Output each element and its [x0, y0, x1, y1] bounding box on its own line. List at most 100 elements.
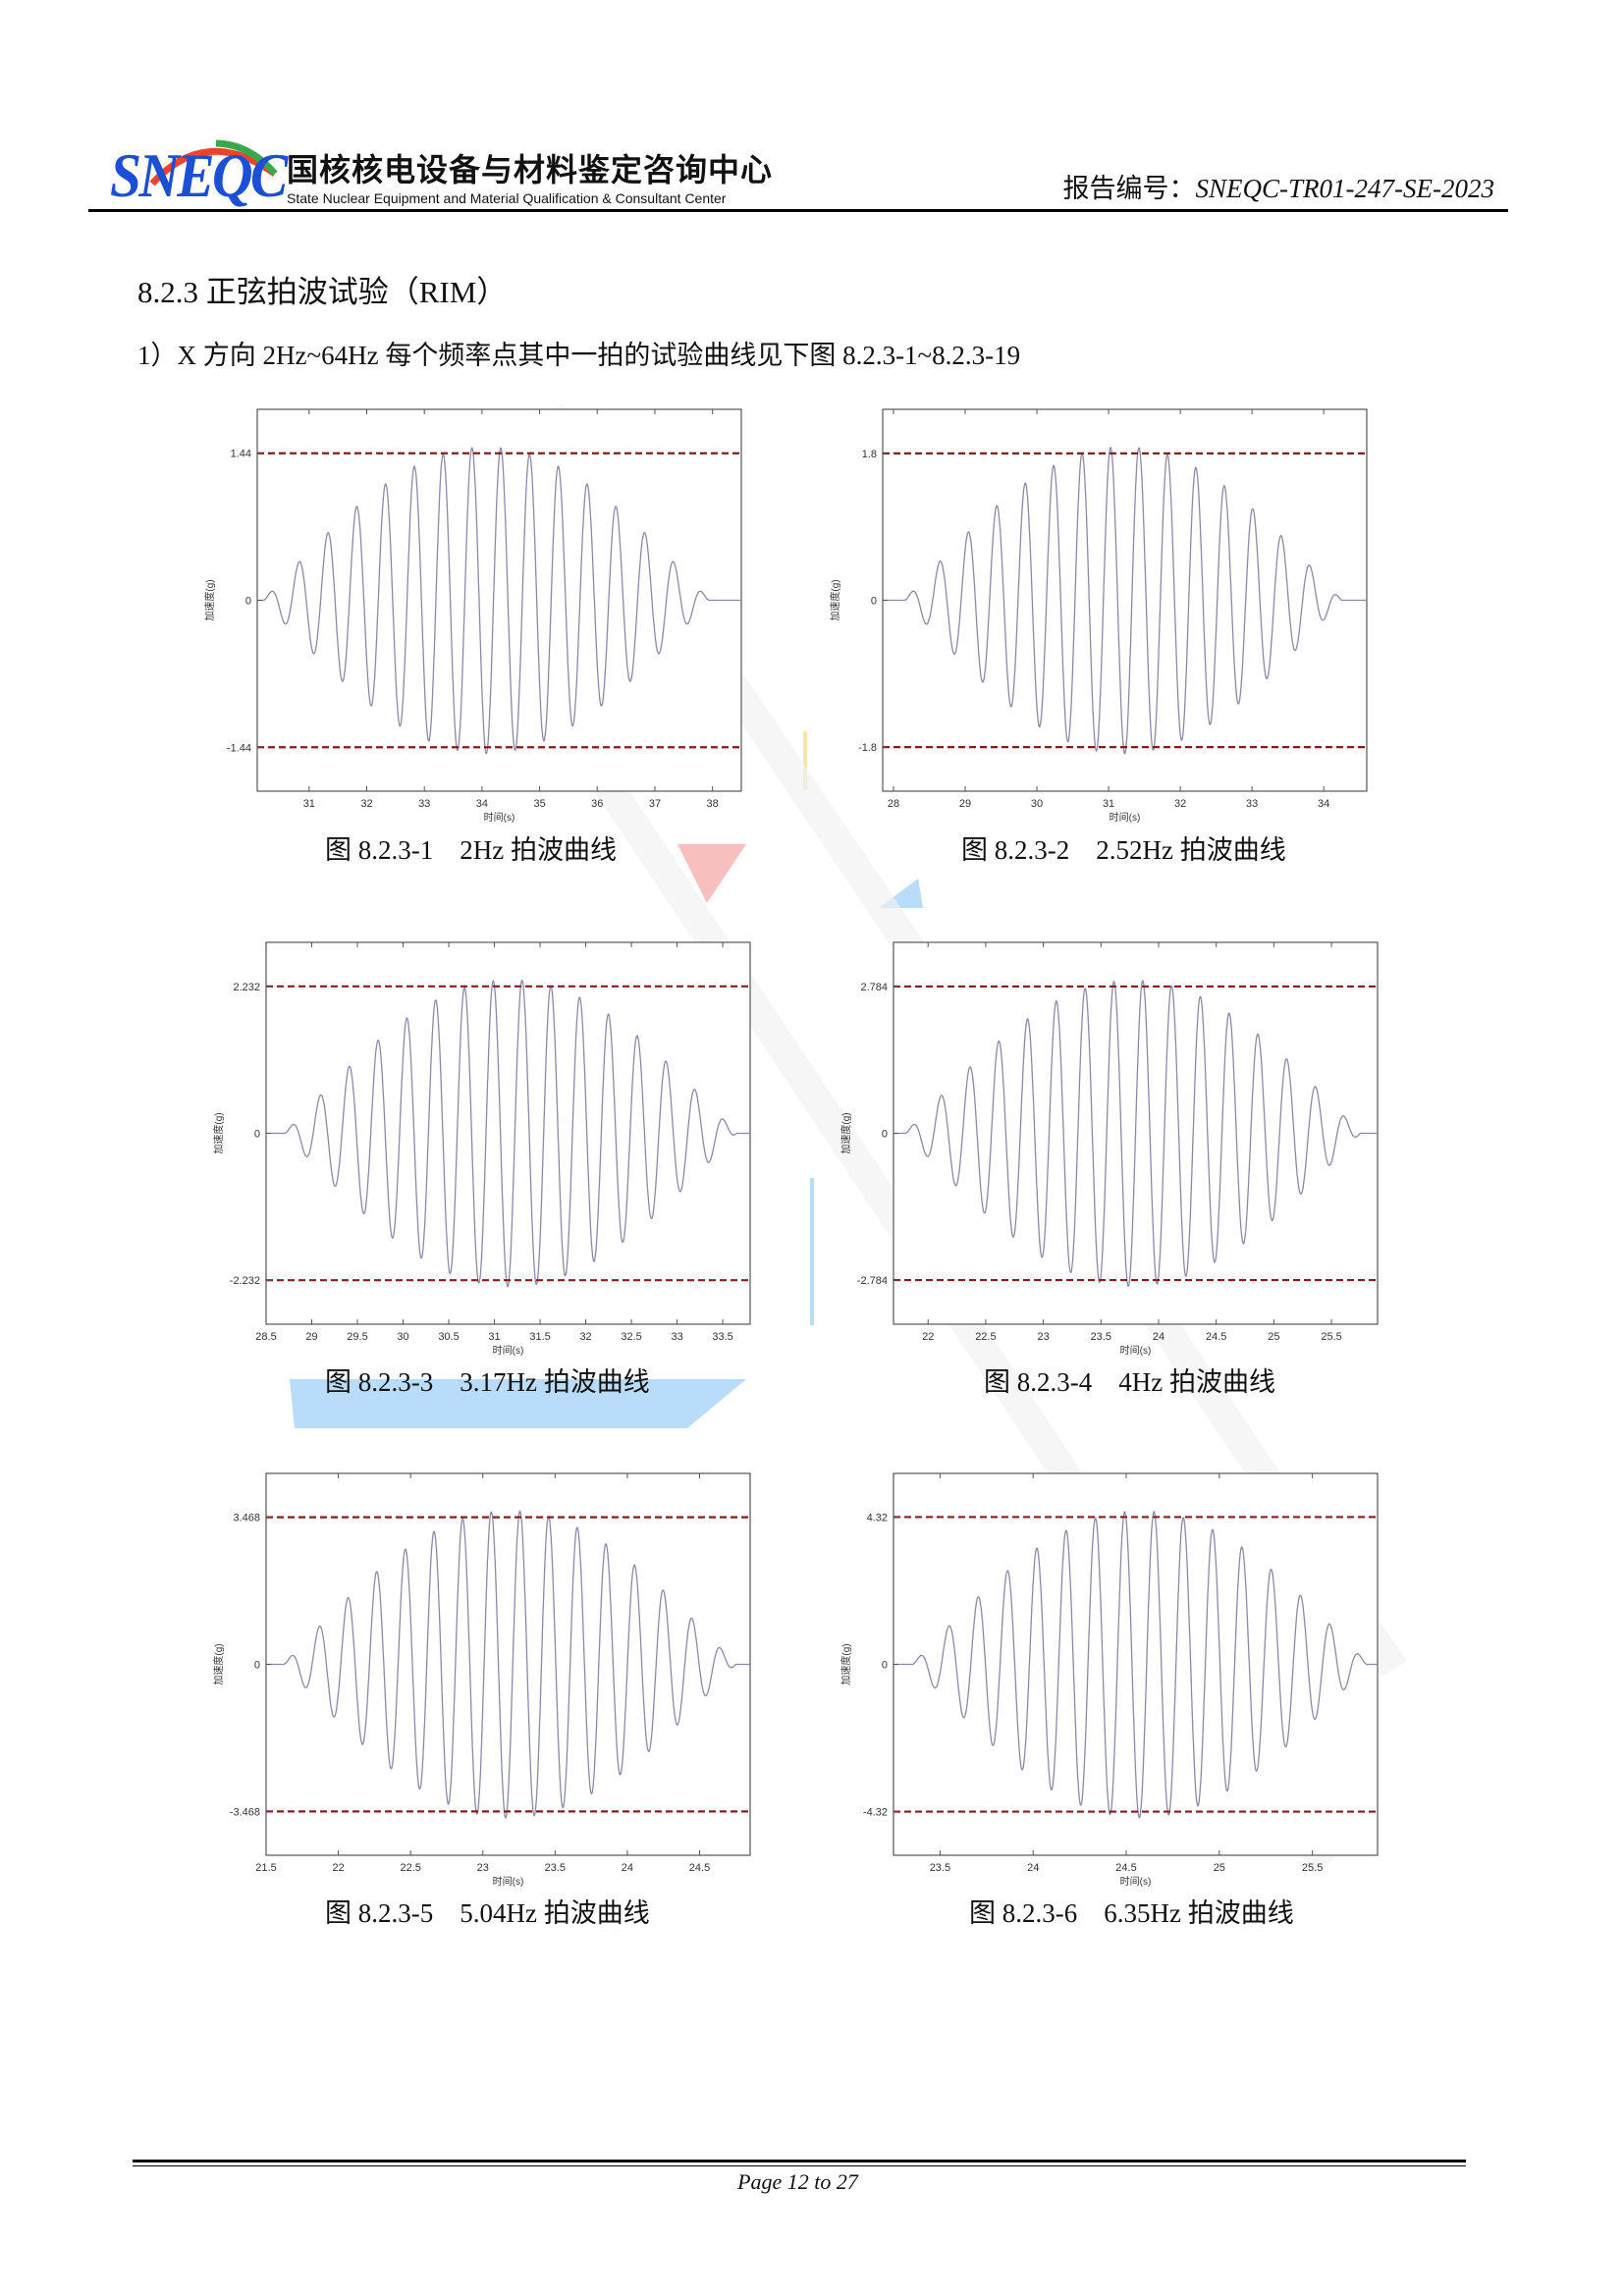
figure-caption: 图 8.2.3-3 3.17Hz 拍波曲线 — [325, 1367, 650, 1397]
chart-svg: 2.784 0 -2.784 22 22.5 23 23.5 24 24.5 25 25.5 时间(s… — [839, 941, 1379, 1357]
y-tick-label: -1.8 — [858, 742, 877, 754]
x-tick-label: 38 — [707, 798, 719, 810]
y-tick-label: -3.468 — [230, 1806, 260, 1818]
footer-rule — [133, 2160, 1466, 2163]
beat-chart-5: 3.468 0 -3.468 21.5 22 22.5 23 23.5 24 24.5 时间(s) 加… — [192, 1468, 760, 1919]
y-tick-label: 1.44 — [231, 449, 251, 460]
x-tick-label: 23 — [1037, 1331, 1049, 1343]
plot-frame — [882, 408, 1368, 792]
y-tick-label: 0 — [882, 1660, 888, 1672]
x-tick-label: 23 — [477, 1862, 489, 1874]
chart-svg: 1.44 0 -1.44 31 32 33 34 35 36 37 38 时间(s) 加速度(g) — [203, 408, 742, 824]
y-tick-label: 0 — [882, 1129, 888, 1141]
x-tick-label: 35 — [533, 798, 545, 810]
header-rule — [88, 209, 1508, 212]
chart-svg: 2.232 0 -2.232 28.5 29 29.5 30 30.5 31 31.5 32 32.5… — [212, 941, 751, 1357]
chart-svg: 4.32 0 -4.32 23.5 24 24.5 25 25.5 时间(s) 加速度(g) — [839, 1472, 1379, 1888]
x-tick-label: 25.5 — [1302, 1862, 1323, 1874]
x-tick-label: 34 — [476, 798, 488, 810]
x-tick-label: 32 — [579, 1331, 591, 1343]
x-tick-label: 31.5 — [529, 1331, 550, 1343]
chart-svg: 1.8 0 -1.8 28 29 30 31 32 33 34 时间(s) 加速度(g) — [829, 408, 1368, 824]
y-axis-label: 加速度(g) — [212, 1643, 225, 1684]
x-tick-label: 33 — [671, 1331, 682, 1343]
y-axis-label: 加速度(g) — [203, 579, 216, 620]
figure-caption: 图 8.2.3-5 5.04Hz 拍波曲线 — [325, 1898, 650, 1928]
x-tick-label: 30 — [1031, 798, 1043, 810]
y-tick-label: 2.784 — [860, 982, 888, 993]
x-tick-label: 24 — [1027, 1862, 1039, 1874]
y-tick-label: -1.44 — [227, 742, 251, 754]
chart-svg: 3.468 0 -3.468 21.5 22 22.5 23 23.5 24 24.5 时间(s) 加… — [212, 1472, 751, 1888]
y-tick-label: -4.32 — [863, 1807, 888, 1819]
y-tick-label: 0 — [245, 596, 251, 608]
x-tick-label: 25 — [1268, 1331, 1279, 1343]
x-tick-label: 30 — [397, 1331, 408, 1343]
y-axis-label: 加速度(g) — [829, 579, 841, 620]
page-number: Page 12 to 27 — [737, 2169, 858, 2194]
y-tick-label: 4.32 — [867, 1512, 888, 1523]
x-tick-label: 31 — [1103, 798, 1114, 810]
y-tick-label: -2.784 — [857, 1275, 888, 1287]
report-number: 报告编号：SNEQC-TR01-247-SE-2023 — [1063, 167, 1494, 205]
x-axis-label: 时间(s) — [1110, 811, 1141, 824]
beat-curve — [257, 447, 741, 755]
logo-arc-icon — [147, 130, 285, 188]
x-tick-label: 29 — [305, 1331, 317, 1343]
section-intro: 1）X 方向 2Hz~64Hz 每个频率点其中一拍的试验曲线见下图 8.2.3-… — [137, 341, 1021, 370]
x-tick-label: 22 — [922, 1331, 934, 1343]
x-tick-label: 22.5 — [975, 1331, 996, 1343]
x-tick-label: 34 — [1318, 798, 1329, 810]
plot-frame — [893, 1472, 1379, 1856]
x-tick-label: 24 — [1153, 1331, 1164, 1343]
x-tick-label: 24.5 — [1115, 1862, 1136, 1874]
org-name-en: State Nuclear Equipment and Material Qua… — [287, 190, 727, 206]
x-tick-label: 32 — [1174, 798, 1186, 810]
x-tick-label: 36 — [591, 798, 603, 810]
x-tick-label: 24.5 — [689, 1862, 710, 1874]
beat-curve — [266, 979, 750, 1288]
figure-caption: 图 8.2.3-1 2Hz 拍波曲线 — [325, 835, 617, 865]
org-name-cn: 国核核电设备与材料鉴定咨询中心 — [287, 151, 774, 188]
beat-curve — [893, 980, 1378, 1288]
report-number-value: SNEQC-TR01-247-SE-2023 — [1195, 174, 1494, 203]
x-tick-label: 22 — [332, 1862, 344, 1874]
x-tick-label: 33 — [1246, 798, 1258, 810]
plot-frame — [265, 941, 751, 1325]
x-tick-label: 25.5 — [1321, 1331, 1341, 1343]
figure-caption: 图 8.2.3-2 2.52Hz 拍波曲线 — [961, 835, 1286, 865]
x-tick-label: 37 — [649, 798, 661, 810]
x-tick-label: 25 — [1214, 1862, 1225, 1874]
x-tick-label: 23.5 — [545, 1862, 566, 1874]
section-heading: 8.2.3 正弦拍波试验（RIM） — [137, 275, 508, 309]
figure-caption: 图 8.2.3-4 4Hz 拍波曲线 — [984, 1367, 1275, 1397]
beat-chart-3: 2.232 0 -2.232 28.5 29 29.5 30 30.5 31 31.5 32 32.5… — [192, 937, 760, 1388]
x-tick-label: 32.5 — [621, 1331, 641, 1343]
report-label: 报告编号： — [1062, 174, 1196, 203]
x-tick-label: 29.5 — [347, 1331, 367, 1343]
x-tick-label: 23.5 — [1091, 1331, 1111, 1343]
y-tick-label: 2.232 — [233, 982, 260, 993]
beat-chart-1: 1.44 0 -1.44 31 32 33 34 35 36 37 38 时间(s) 加速度(g) — [184, 404, 751, 855]
y-tick-label: 0 — [871, 596, 877, 608]
x-axis-label: 时间(s) — [1120, 1875, 1152, 1888]
y-axis-label: 加速度(g) — [212, 1112, 225, 1153]
y-axis-label: 加速度(g) — [839, 1643, 852, 1684]
x-tick-label: 24 — [622, 1862, 633, 1874]
beat-chart-4: 2.784 0 -2.784 22 22.5 23 23.5 24 24.5 25 25.5 时间(s… — [820, 937, 1387, 1388]
y-tick-label: 0 — [254, 1129, 260, 1141]
x-tick-label: 29 — [959, 798, 971, 810]
x-tick-label: 33 — [418, 798, 430, 810]
beat-curve — [893, 1510, 1378, 1819]
x-tick-label: 21.5 — [255, 1862, 276, 1874]
y-tick-label: 1.8 — [862, 449, 877, 460]
x-tick-label: 31 — [488, 1331, 500, 1343]
x-tick-label: 33.5 — [712, 1331, 732, 1343]
beat-chart-6: 4.32 0 -4.32 23.5 24 24.5 25 25.5 时间(s) 加速度(g) — [820, 1468, 1387, 1919]
x-tick-label: 22.5 — [400, 1862, 420, 1874]
figure-caption: 图 8.2.3-6 6.35Hz 拍波曲线 — [969, 1898, 1294, 1928]
plot-frame — [256, 408, 742, 792]
y-tick-label: -2.232 — [230, 1275, 260, 1287]
y-tick-label: 3.468 — [233, 1513, 260, 1524]
beat-curve — [883, 447, 1367, 755]
